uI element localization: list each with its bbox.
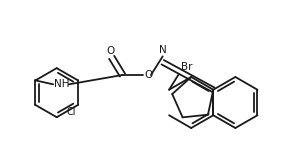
Text: N: N <box>159 45 167 55</box>
Text: O: O <box>106 46 115 56</box>
Text: NH: NH <box>54 79 70 89</box>
Text: Br: Br <box>181 62 192 72</box>
Text: Cl: Cl <box>66 107 76 117</box>
Text: O: O <box>144 70 152 80</box>
